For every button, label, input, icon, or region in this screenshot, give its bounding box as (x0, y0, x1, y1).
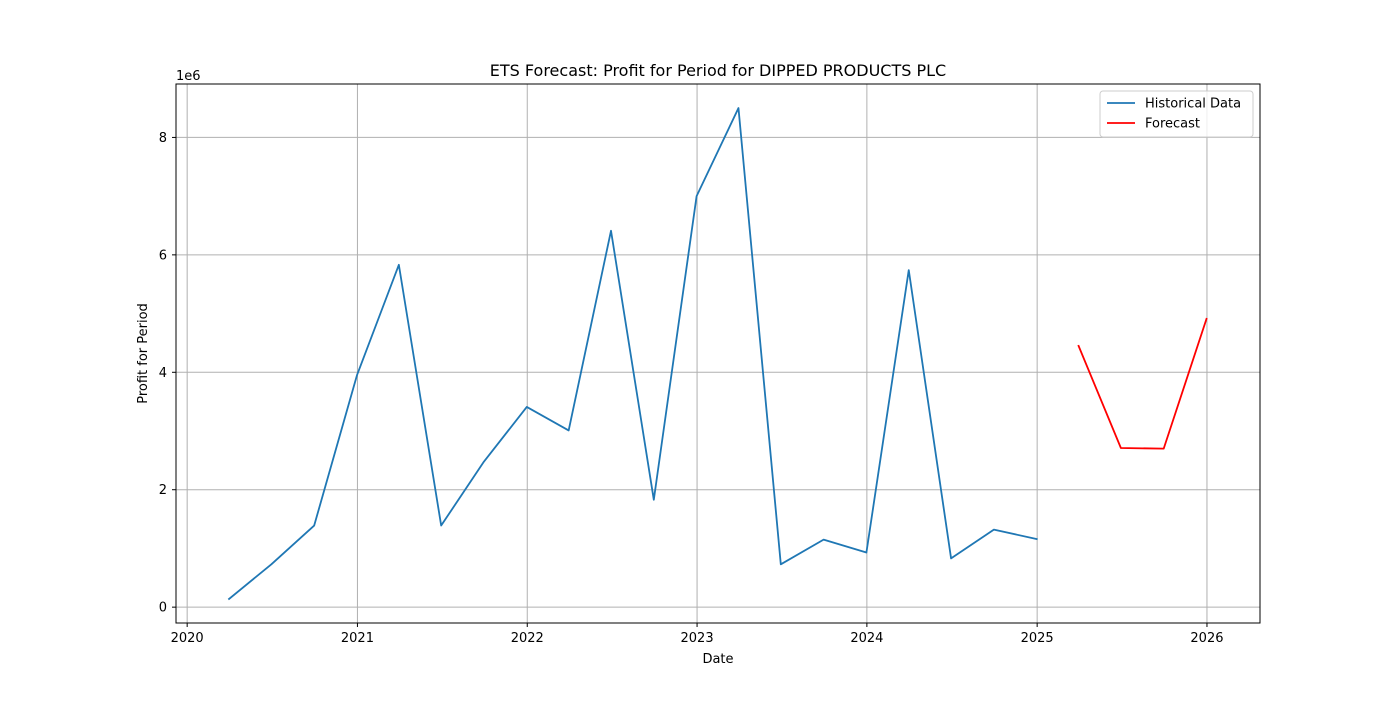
y-tick-label: 8 (159, 131, 167, 146)
plot-frame (175, 83, 1261, 624)
y-axis-title: Profit for Period (136, 303, 151, 404)
y-tick-label: 4 (159, 366, 167, 381)
y-tick-label: 6 (159, 248, 167, 263)
series-line-historical-data (227, 107, 1038, 601)
x-tick-label: 2024 (850, 631, 883, 646)
x-tick-label: 2026 (1190, 631, 1223, 646)
series-layer (227, 107, 1208, 601)
grid (176, 84, 1260, 623)
y-tick-label: 2 (159, 483, 167, 498)
x-tick-label: 2020 (171, 631, 204, 646)
legend-label-historical-data: Historical Data (1145, 97, 1241, 112)
chart-title: ETS Forecast: Profit for Period for DIPP… (490, 61, 946, 80)
x-tick-label: 2022 (511, 631, 544, 646)
legend-label-forecast: Forecast (1145, 117, 1200, 132)
legend-entries: Historical Data Forecast (1107, 97, 1241, 132)
x-axis-title: Date (702, 652, 733, 667)
legend-box (1099, 90, 1254, 138)
ticks: 2020 2021 2022 2023 2024 2025 2026 0 2 4 6 8 (159, 131, 1224, 646)
series-line-forecast (1077, 317, 1208, 450)
y-tick-label: 0 (159, 601, 167, 616)
x-tick-label: 2025 (1021, 631, 1054, 646)
x-tick-label: 2021 (341, 631, 374, 646)
legend: Historical Data Forecast (1099, 90, 1254, 138)
y-offset-label: 1e6 (176, 69, 201, 84)
x-tick-label: 2023 (681, 631, 714, 646)
